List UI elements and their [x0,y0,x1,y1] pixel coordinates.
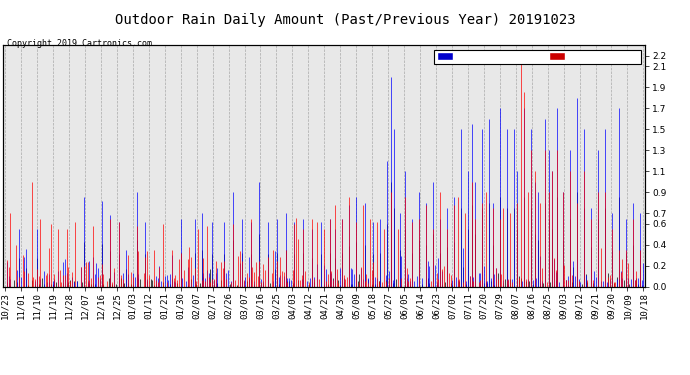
Text: Outdoor Rain Daily Amount (Past/Previous Year) 20191023: Outdoor Rain Daily Amount (Past/Previous… [115,13,575,27]
Legend: Previous (Inches), Past (Inches): Previous (Inches), Past (Inches) [434,50,640,64]
Text: Copyright 2019 Cartronics.com: Copyright 2019 Cartronics.com [7,39,152,48]
